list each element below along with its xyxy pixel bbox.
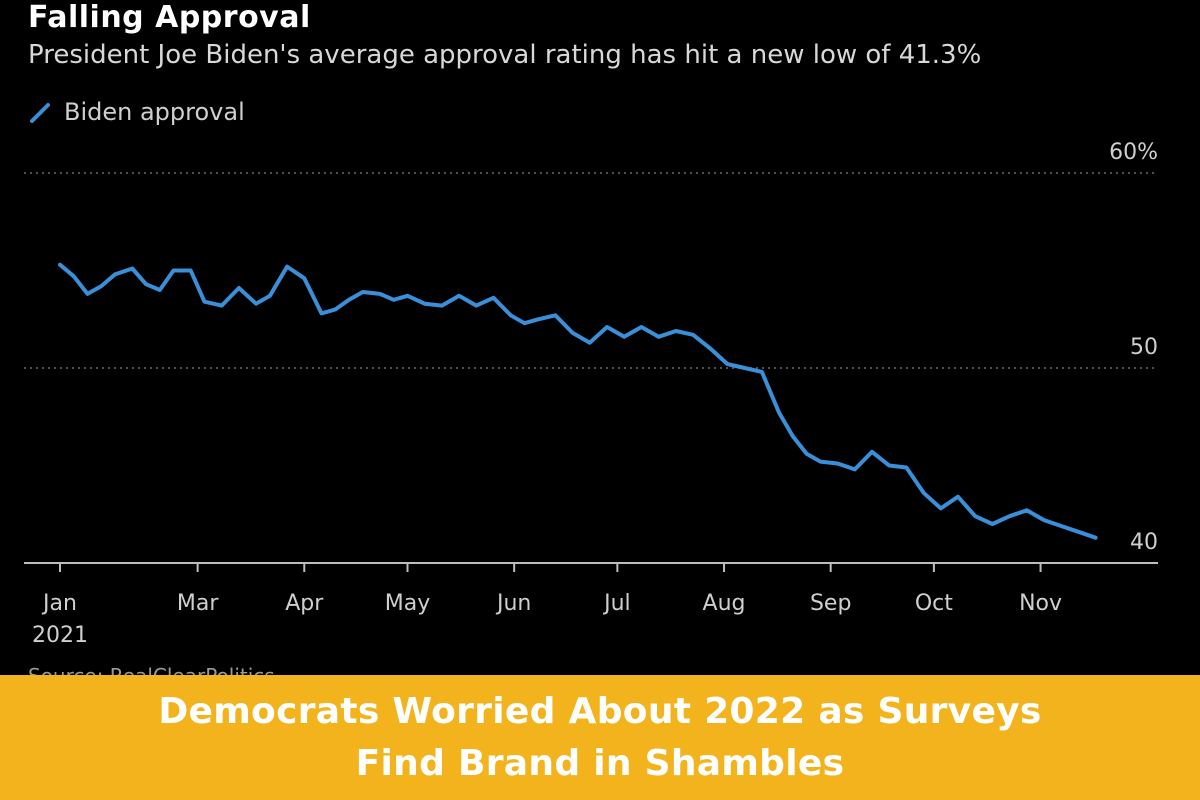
x-tick-label-mar: Mar (177, 591, 219, 616)
x-tick-label-apr: Apr (285, 591, 324, 616)
y-tick-label-60: 60% (1109, 140, 1158, 165)
legend-swatch (28, 99, 54, 125)
x-tick-label-may: May (385, 591, 430, 616)
headline-line-2: Find Brand in Shambles (355, 742, 845, 784)
x-tick-label-nov: Nov (1019, 591, 1062, 616)
chart-legend: Biden approval (28, 98, 245, 126)
x-tick-label-jul: Jul (602, 591, 631, 616)
y-tick-label-40: 40 (1130, 530, 1158, 555)
series-line-biden-approval (58, 262, 1098, 540)
x-tick-label-oct: Oct (915, 591, 953, 616)
chart-subtitle: President Joe Biden's average approval r… (28, 40, 982, 70)
x-tick-label-jan: Jan (41, 591, 77, 616)
x-tick-label-sep: Sep (810, 591, 851, 616)
chart-title: Falling Approval (28, 0, 311, 35)
x-tick-label-aug: Aug (703, 591, 746, 616)
x-tick-label-jun: Jun (495, 591, 531, 616)
headline-line-1: Democrats Worried About 2022 as Surveys (158, 690, 1042, 732)
legend-label-biden-approval: Biden approval (64, 98, 245, 126)
x-tick-sublabel-2021: 2021 (32, 623, 88, 648)
headline-banner: Democrats Worried About 2022 as Surveys … (0, 675, 1200, 800)
line-chart: 60% 50 40 Jan 2021 Mar Apr May Jun Jul Aug Sep Oct No… (24, 140, 1158, 648)
y-tick-label-50: 50 (1130, 335, 1158, 360)
